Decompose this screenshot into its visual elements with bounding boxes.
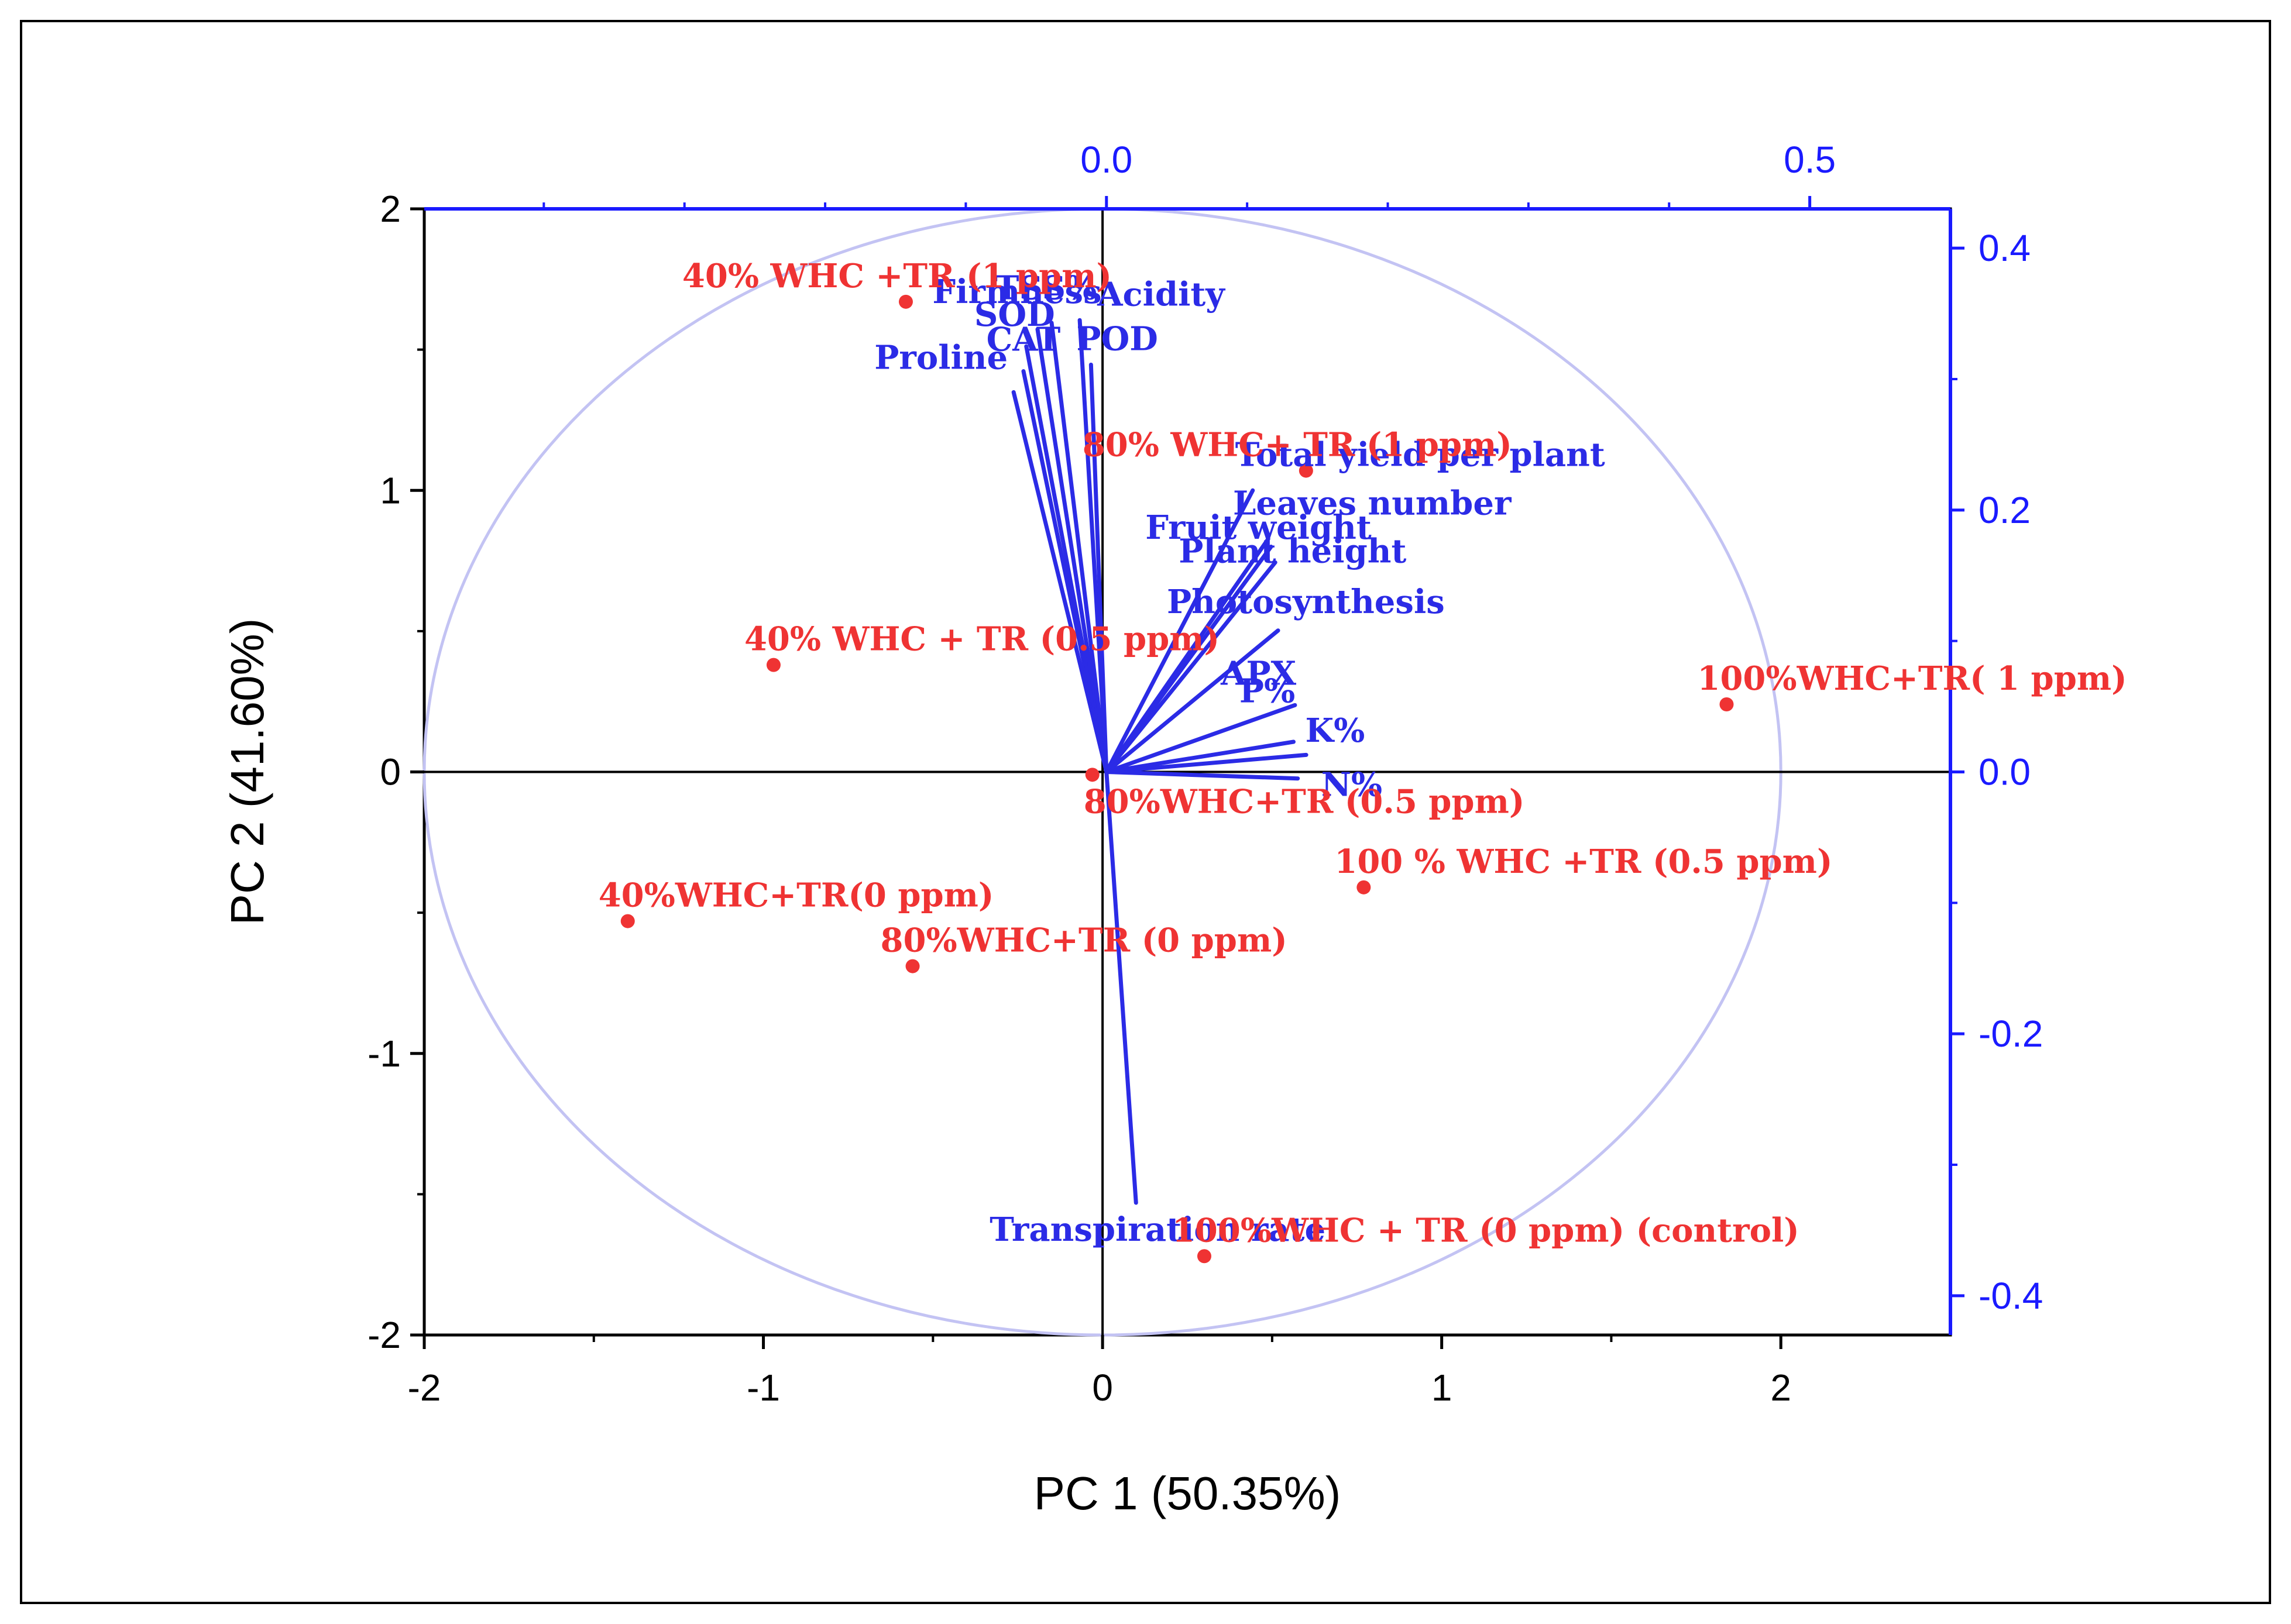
observation-point — [1356, 880, 1371, 894]
loading-label: Leaves number — [1233, 484, 1512, 523]
observation-point — [898, 294, 913, 309]
y-tick-label: 0 — [380, 751, 401, 793]
loading-vector — [1024, 344, 1109, 774]
loading-label: CAT — [987, 321, 1061, 359]
y-axis-title: PC 2 (41.60%) — [221, 618, 273, 925]
x-tick-label: 1 — [1431, 1367, 1452, 1409]
right-tick-label: 0.4 — [1979, 227, 2031, 269]
observation-label: 100 % WHC +TR (0.5 ppm) — [1334, 842, 1832, 881]
top-tick-label: 0.0 — [1080, 139, 1132, 181]
x-tick-label: 0 — [1092, 1367, 1113, 1409]
loading-vector — [1011, 390, 1109, 774]
observation-label: 80% WHC+ TR (1 ppm) — [1083, 426, 1512, 465]
observation-point — [1197, 1249, 1211, 1264]
loading-vector — [1049, 321, 1109, 774]
loading-vector — [1104, 628, 1280, 774]
top-tick-label: 0.5 — [1784, 139, 1836, 181]
right-tick-label: 0.2 — [1979, 489, 2031, 531]
loading-label: POD — [1076, 319, 1157, 358]
x-axis-title: PC 1 (50.35%) — [1034, 1467, 1341, 1519]
loading-vector — [1088, 362, 1109, 774]
y-tick-label: -1 — [367, 1033, 401, 1075]
observation-label: 100%WHC+TR( 1 ppm) — [1697, 659, 2127, 698]
loading-vector — [1104, 560, 1277, 774]
loading-vector — [1104, 545, 1273, 774]
loading-vector — [1104, 752, 1308, 774]
observation-point — [1085, 768, 1100, 782]
observation-label: 40%WHC+TR(0 ppm) — [599, 876, 994, 915]
y-tick-label: 2 — [380, 188, 401, 230]
right-tick-label: 0.0 — [1979, 751, 2031, 793]
y-tick-label: -2 — [367, 1314, 401, 1356]
loading-label: Plant height — [1179, 532, 1406, 570]
loading-label: K% — [1305, 711, 1365, 750]
loading-label: Proline — [874, 338, 1008, 377]
loading-label: Total yield per plant — [1235, 435, 1605, 474]
observation-label: 100%WHC + TR (0 ppm) (control) — [1172, 1211, 1799, 1250]
loading-vector — [1104, 703, 1297, 774]
x-tick-label: -1 — [747, 1367, 780, 1409]
right-tick-label: -0.4 — [1979, 1275, 2043, 1317]
y-tick-label: 1 — [380, 469, 401, 511]
observation-label: 40% WHC + TR (0.5 ppm) — [744, 620, 1220, 659]
loading-vector — [1104, 488, 1255, 774]
right-tick-label: -0.2 — [1979, 1013, 2043, 1055]
loading-label: APX — [1220, 654, 1297, 693]
observation-point — [1719, 697, 1734, 711]
x-tick-label: 2 — [1770, 1367, 1791, 1409]
loading-vector — [1035, 327, 1109, 774]
loading-label: Photosynthesis — [1167, 583, 1445, 621]
loading-label: Fruit weight — [1145, 508, 1372, 547]
loading-label: TSS% — [995, 269, 1097, 308]
observation-label: 40% WHC +TR (1 ppm) — [682, 257, 1112, 295]
loading-label: N% — [1321, 766, 1382, 804]
x-tick-label: -2 — [408, 1367, 441, 1409]
observation-point — [766, 658, 781, 672]
loading-vector — [1104, 770, 1138, 1205]
loading-label: Transpiration rate — [990, 1210, 1325, 1249]
observation-point — [620, 914, 635, 928]
observation-label: 80%WHC+TR (0.5 ppm) — [1084, 782, 1525, 821]
loading-label: Acidity — [1097, 275, 1225, 314]
observation-label: 80%WHC+TR (0 ppm) — [881, 921, 1287, 960]
loading-vector — [1104, 770, 1300, 781]
loading-label: SOD — [974, 295, 1055, 334]
outer-frame — [20, 20, 2271, 1604]
observation-point — [905, 959, 920, 973]
observation-point — [1299, 463, 1313, 478]
loading-label: P% — [1239, 672, 1295, 710]
loading-label: Firmness — [932, 273, 1101, 311]
loading-vector — [1104, 739, 1296, 774]
